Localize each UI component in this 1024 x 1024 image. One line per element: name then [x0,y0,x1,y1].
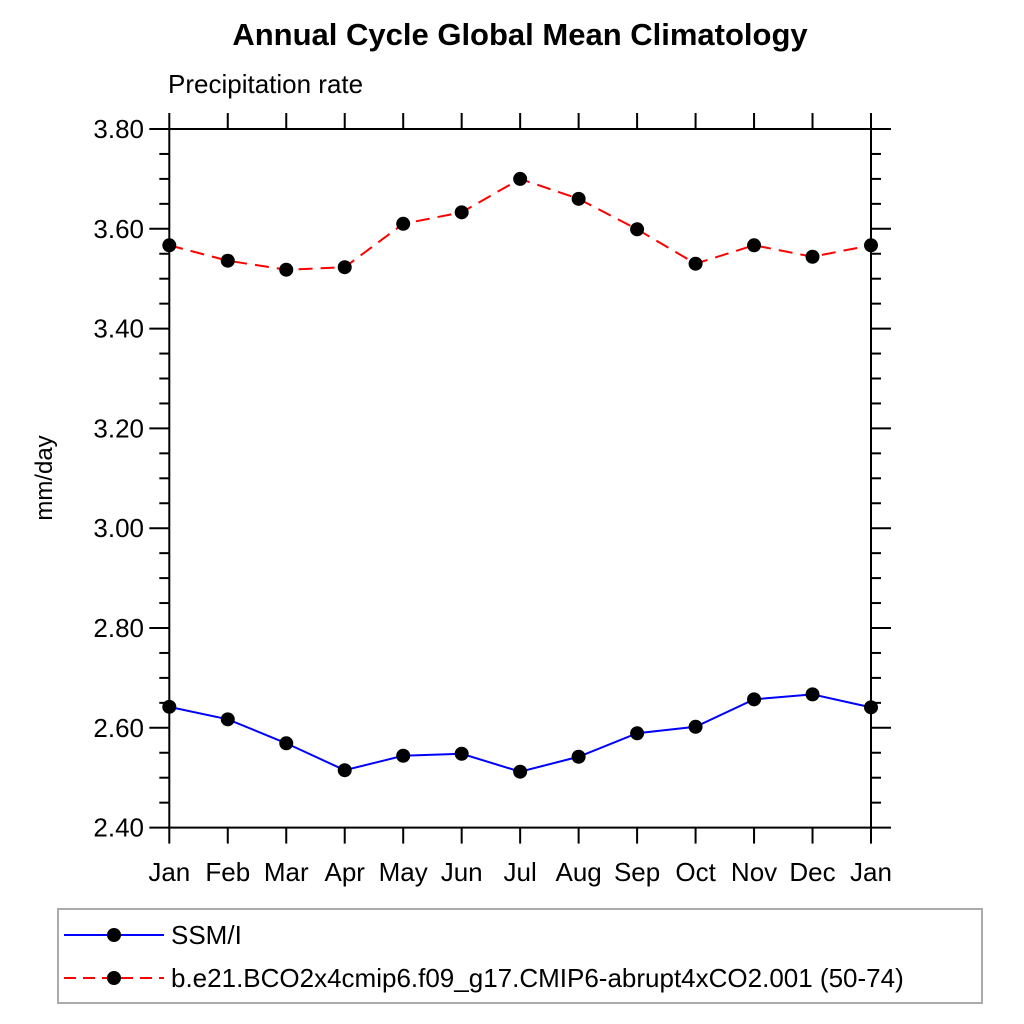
x-tick-label: Aug [555,857,601,887]
x-tick-label: Jun [441,857,483,887]
legend-label-ssmi: SSM/I [171,919,242,950]
y-tick-label: 3.40 [93,314,144,344]
x-tick-label: Sep [614,857,660,887]
x-tick-label: Jan [850,857,892,887]
x-tick-label: Oct [675,857,716,887]
legend: SSM/I b.e21.BCO2x4cmip6.f09_g17.CMIP6-ab… [57,908,983,1004]
y-tick-label: 3.00 [93,513,144,543]
y-tick-label: 2.40 [93,813,144,843]
x-tick-label: Jul [504,857,537,887]
legend-sample-0 [64,928,164,942]
x-tick-label: Apr [324,857,365,887]
legend-label-model: b.e21.BCO2x4cmip6.f09_g17.CMIP6-abrupt4x… [171,962,904,993]
y-tick-labels: 2.40 2.60 2.80 3.00 3.20 3.40 3.60 3.80 [93,114,144,843]
chart-subtitle: Precipitation rate [168,69,364,99]
y-tick-label: 3.60 [93,214,144,244]
y-axis-ticks [149,128,891,829]
series-markers-1 [162,171,878,277]
x-tick-label: Jan [148,857,190,887]
x-tick-label: Nov [731,857,777,887]
y-tick-label: 2.60 [93,713,144,743]
legend-item-model: b.e21.BCO2x4cmip6.f09_g17.CMIP6-abrupt4x… [62,962,904,994]
series-markers-0 [162,687,878,779]
legend-item-ssmi: SSM/I [62,919,242,951]
x-tick-label: May [379,857,428,887]
y-tick-label: 3.20 [93,413,144,443]
chart-title: Annual Cycle Global Mean Climatology [232,17,808,52]
y-axis-label: mm/day [31,435,58,520]
legend-sample-1 [64,971,164,985]
plot-frame [168,128,873,829]
x-tick-label: Feb [205,857,250,887]
y-tick-label: 2.80 [93,613,144,643]
x-tick-label: Mar [264,857,309,887]
series-line-1 [169,177,872,271]
x-tick-label: Dec [789,857,835,887]
series-line-0 [169,693,872,773]
x-axis-ticks [168,113,872,844]
y-tick-label: 3.80 [93,114,144,144]
x-tick-labels: Jan Feb Mar Apr May Jun Jul Aug Sep Oct Nov Dec Jan [148,857,892,887]
